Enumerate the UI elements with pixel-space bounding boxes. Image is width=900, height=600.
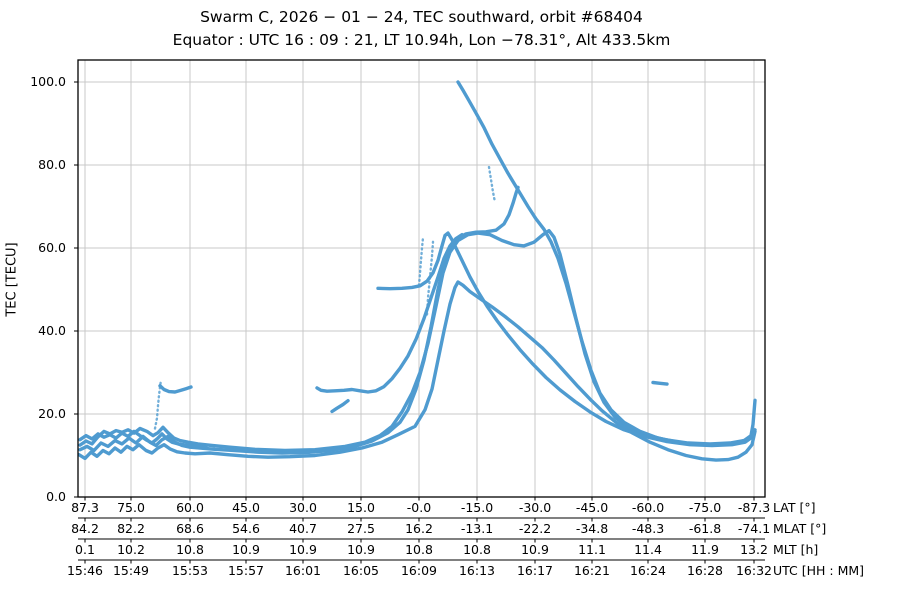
x-tick-label: 13.2	[740, 542, 768, 557]
axis-row-caption-mlat: MLAT [°]	[773, 521, 827, 536]
x-tick-label: -22.2	[518, 521, 552, 536]
y-tick-label: 0.0	[46, 489, 66, 504]
x-tick-label: 82.2	[117, 521, 145, 536]
x-tick-label: 16:01	[284, 563, 322, 578]
axis-row-caption-mlt: MLT [h]	[773, 542, 819, 557]
trace-polar-short	[78, 429, 208, 449]
trace-dotted-riser-a	[417, 236, 425, 287]
x-tick-label: -48.3	[631, 521, 665, 536]
trace-peak-100	[456, 80, 756, 447]
x-tick-label: 16.2	[405, 521, 433, 536]
x-tick-label: 0.1	[75, 542, 95, 557]
x-tick-label: 54.6	[232, 521, 260, 536]
x-tick-label: 15:57	[227, 563, 265, 578]
x-tick-label: 10.8	[405, 542, 433, 557]
trace-broad-double-peak	[78, 228, 757, 453]
x-tick-label: -60.0	[631, 500, 665, 515]
x-tick-label: 15:53	[171, 563, 209, 578]
x-tick-label: -61.8	[688, 521, 722, 536]
x-tick-label: 10.8	[463, 542, 491, 557]
y-tick-label: 100.0	[30, 73, 66, 89]
x-tick-label: 16:13	[458, 563, 496, 578]
axis-row-caption-utc: UTC [HH : MM]	[773, 563, 865, 578]
x-tick-label: 11.9	[691, 542, 719, 557]
x-tick-label: 87.3	[71, 500, 99, 515]
x-tick-label: 10.9	[232, 542, 260, 557]
x-tick-label: 16:21	[573, 563, 611, 578]
x-tick-label: 45.0	[232, 500, 260, 515]
y-tick-label: 80.0	[38, 156, 66, 172]
x-tick-label: -13.1	[460, 521, 494, 536]
x-tick-label: -45.0	[575, 500, 609, 515]
x-tick-label: 10.8	[176, 542, 204, 557]
x-tick-label: 60.0	[176, 500, 204, 515]
axis-row-caption-lat: LAT [°]	[773, 500, 816, 515]
chart-title: Swarm C, 2026 − 01 − 24, TEC southward, …	[200, 8, 643, 26]
x-tick-label: 10.9	[521, 542, 549, 557]
trace-peak-52	[78, 280, 757, 462]
trace-flat26-riser	[315, 232, 464, 394]
x-tick-label: 11.4	[634, 542, 662, 557]
x-tick-label: 10.9	[289, 542, 317, 557]
x-tick-label: 84.2	[71, 521, 99, 536]
x-tick-label: 10.9	[347, 542, 375, 557]
x-tick-label: 75.0	[117, 500, 145, 515]
x-tick-label: 16:32	[735, 563, 773, 578]
x-tick-label: 16:28	[686, 563, 724, 578]
x-tick-label: -74.1	[737, 521, 771, 536]
trace-left-spike	[153, 378, 163, 430]
trace-dotted-riser-b	[425, 240, 435, 316]
trace-ends-at-74	[78, 185, 520, 455]
x-tick-label: 40.7	[289, 521, 317, 536]
x-tick-label: 68.6	[176, 521, 204, 536]
x-tick-label: 10.2	[117, 542, 145, 557]
x-tick-label: 16:24	[629, 563, 667, 578]
x-tick-label: 30.0	[289, 500, 317, 515]
x-tick-label: -30.0	[518, 500, 552, 515]
x-tick-label: 16:05	[342, 563, 380, 578]
x-tick-label: 15:46	[66, 563, 104, 578]
y-axis-label: TEC [TECU]	[4, 242, 20, 317]
trace-dotted-descent-79	[487, 165, 497, 204]
trace-isolated-27	[651, 380, 669, 386]
x-tick-label: 15.0	[347, 500, 375, 515]
x-tick-label: -15.0	[460, 500, 494, 515]
y-tick-label: 60.0	[38, 239, 66, 255]
trace-arc-26	[158, 384, 193, 394]
x-tick-label: 27.5	[347, 521, 375, 536]
trace-stub-21	[330, 399, 350, 414]
x-tick-label: 15:49	[112, 563, 150, 578]
x-tick-label: -34.8	[575, 521, 609, 536]
x-tick-label: 16:09	[400, 563, 438, 578]
plot-frame	[77, 59, 766, 498]
x-tick-label: 11.1	[578, 542, 606, 557]
x-tick-label: -0.0	[406, 500, 432, 515]
chart-subtitle: Equator : UTC 16 : 09 : 21, LT 10.94h, L…	[172, 31, 671, 49]
x-tick-label: -87.3	[737, 500, 771, 515]
x-tick-label: 16:17	[516, 563, 554, 578]
x-tick-label: -75.0	[688, 500, 722, 515]
y-tick-label: 40.0	[38, 322, 66, 338]
y-tick-label: 20.0	[38, 405, 66, 421]
